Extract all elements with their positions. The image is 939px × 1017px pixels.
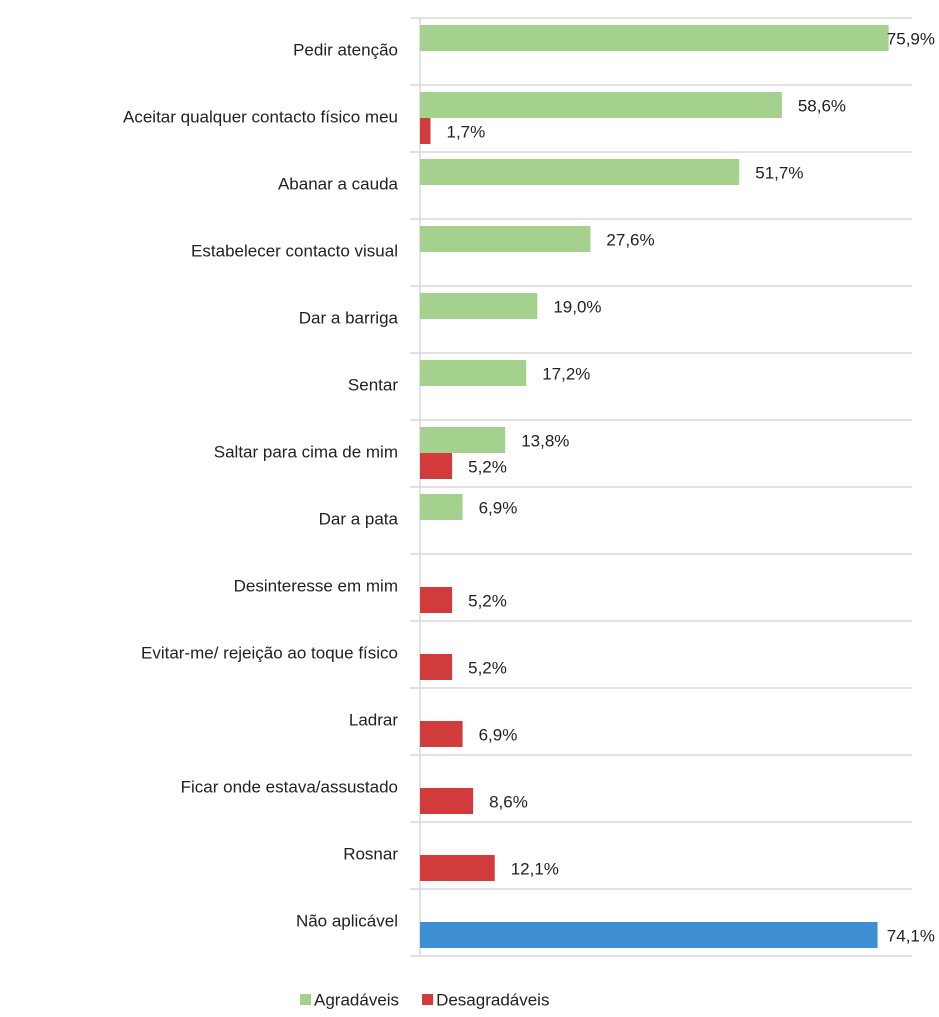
category-label: Desinteresse em mim [234,576,398,595]
bar [420,92,782,118]
bar [420,494,463,520]
bar [420,427,506,453]
bar [420,25,889,51]
bar [420,360,527,386]
value-label: 1,7% [446,122,485,141]
category-label: Evitar-me/ rejeição ao toque físico [141,643,398,662]
legend-label: Agradáveis [314,990,399,1009]
legend-swatch [422,994,434,1005]
value-label: 13,8% [521,431,569,450]
category-label: Sentar [348,375,398,394]
category-label: Dar a barriga [299,308,399,327]
value-label: 5,2% [468,591,507,610]
category-label: Aceitar qualquer contacto físico meu [123,107,398,126]
value-label: 51,7% [755,163,803,182]
bar [420,855,495,881]
value-label: 19,0% [553,297,601,316]
value-label: 12,1% [511,859,559,878]
value-label: 8,6% [489,792,528,811]
bar [420,293,538,319]
category-label: Rosnar [343,844,398,863]
bar [420,453,453,479]
category-label: Saltar para cima de mim [214,442,398,461]
value-label: 58,6% [798,96,846,115]
category-label: Pedir atenção [293,40,398,59]
bar [420,118,431,144]
category-label: Estabelecer contacto visual [191,241,398,260]
value-label: 27,6% [606,230,654,249]
bar [420,654,453,680]
category-label: Abanar a cauda [278,174,399,193]
legend-swatch [300,994,311,1005]
value-label: 74,1% [887,926,935,945]
bar [420,159,740,185]
category-label: Dar a pata [319,509,399,528]
value-label: 6,9% [479,498,518,517]
value-label: 17,2% [542,364,590,383]
value-label: 6,9% [479,725,518,744]
category-label: Ladrar [349,710,398,729]
value-label: 5,2% [468,457,507,476]
bar [420,587,453,613]
category-label: Ficar onde estava/assustado [181,777,398,796]
value-label: 75,9% [887,29,935,48]
bar [420,721,463,747]
bar [420,922,878,948]
value-label: 5,2% [468,658,507,677]
bar [420,226,591,252]
legend-label: Desagradáveis [436,990,549,1009]
category-label: Não aplicável [296,911,398,930]
bar [420,788,474,814]
